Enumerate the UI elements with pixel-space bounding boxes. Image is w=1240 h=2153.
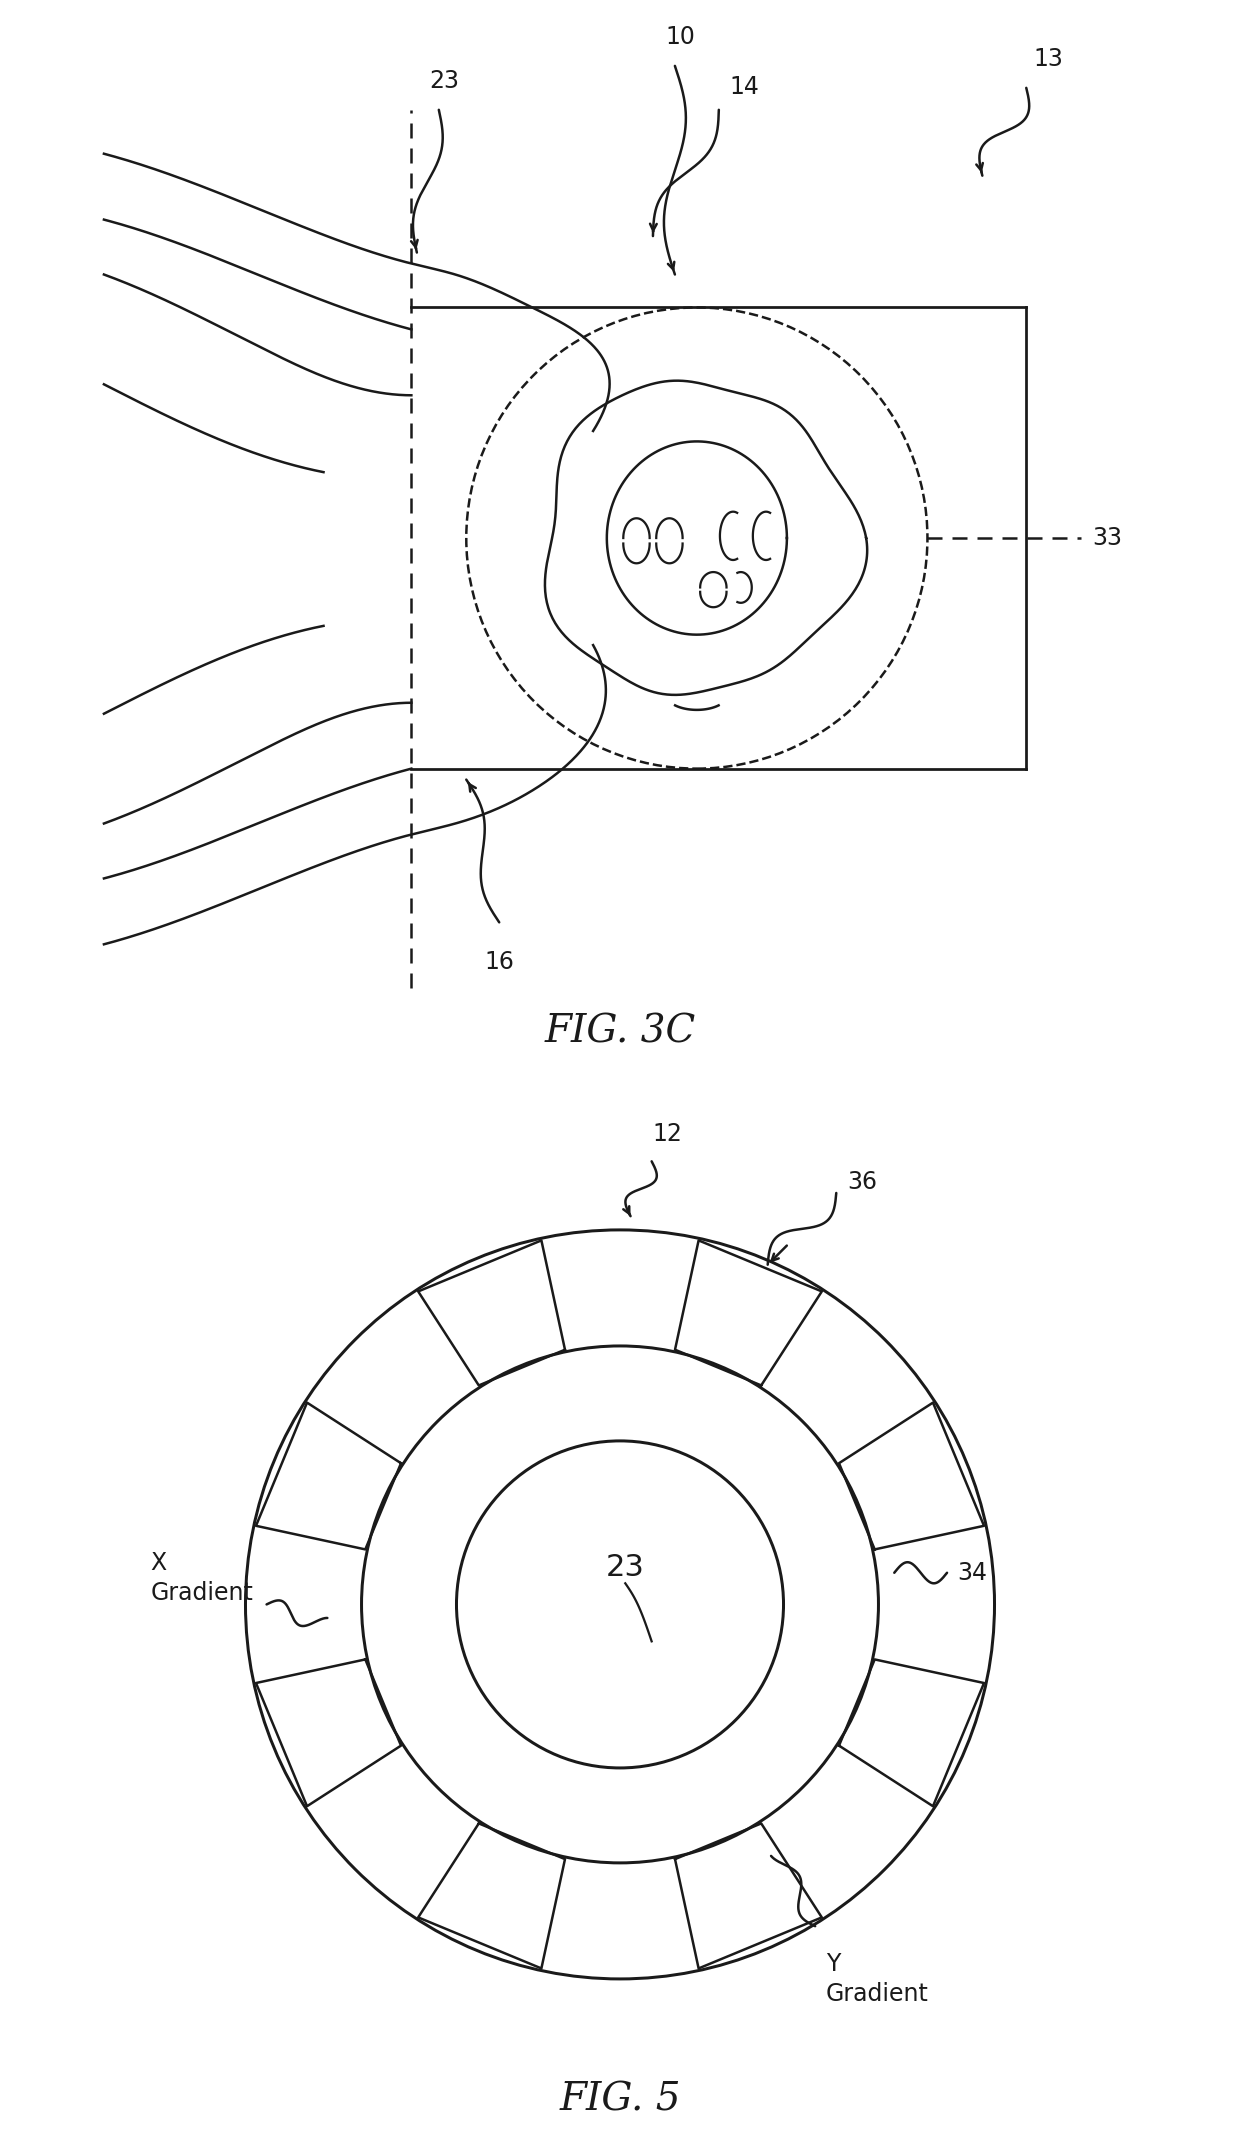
- Text: 34: 34: [957, 1561, 987, 1585]
- Text: Y
Gradient: Y Gradient: [826, 1953, 929, 2007]
- Text: 23: 23: [606, 1552, 645, 1582]
- Text: 12: 12: [652, 1122, 682, 1145]
- Text: X
Gradient: X Gradient: [150, 1550, 253, 1604]
- Text: 14: 14: [730, 75, 760, 99]
- Text: 13: 13: [1033, 47, 1063, 71]
- Text: 16: 16: [485, 949, 515, 973]
- Text: 36: 36: [847, 1171, 877, 1195]
- Text: 23: 23: [429, 69, 459, 93]
- Text: FIG. 3C: FIG. 3C: [544, 1014, 696, 1051]
- Text: 10: 10: [666, 26, 696, 50]
- Text: 33: 33: [1092, 525, 1122, 549]
- Text: FIG. 5: FIG. 5: [559, 2082, 681, 2119]
